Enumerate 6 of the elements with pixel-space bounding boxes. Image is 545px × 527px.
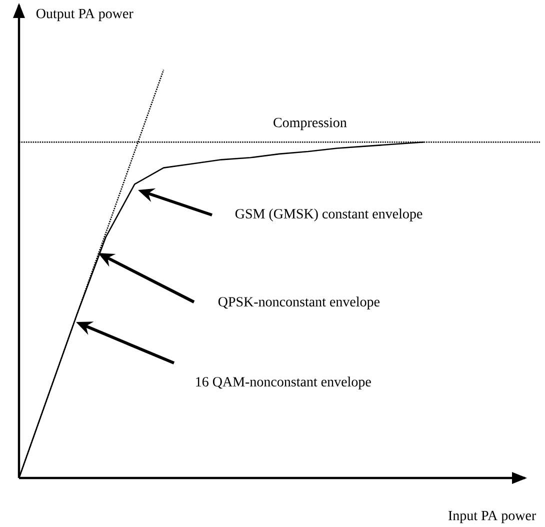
- annotation: QPSK-nonconstant envelope: [218, 296, 380, 310]
- y-axis-title: Output PA power: [36, 8, 134, 22]
- x-axis-title: Input PA power: [448, 510, 536, 524]
- annotation: GSM (GMSK) constant envelope: [235, 208, 422, 222]
- ref-line-label: Compression: [274, 118, 347, 130]
- annotation: 16 QAM-nonconstant envelope: [196, 376, 371, 390]
